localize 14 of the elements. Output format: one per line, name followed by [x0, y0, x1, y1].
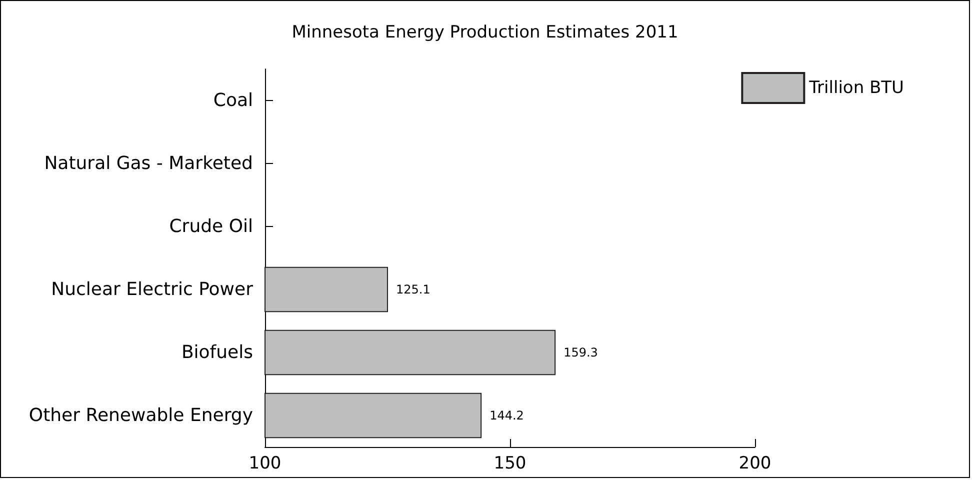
data-label: 159.3: [564, 346, 598, 360]
data-label: 125.1: [396, 282, 430, 296]
x-tick-label: 200: [738, 454, 772, 474]
y-tick-label: Other Renewable Energy: [28, 405, 254, 426]
y-tick-label: Natural Gas - Marketed: [44, 153, 253, 174]
y-tick-label: Biofuels: [181, 342, 253, 363]
y-tick-label: Crude Oil: [169, 216, 253, 237]
chart-title: Minnesota Energy Production Estimates 2011: [292, 22, 678, 42]
y-tick-label: Nuclear Electric Power: [51, 279, 254, 300]
legend-label: Trillion BTU: [808, 78, 904, 98]
data-label: 144.2: [490, 408, 524, 422]
y-tick-label: Coal: [213, 90, 253, 111]
x-tick-label: 100: [248, 454, 282, 474]
x-tick-label: 150: [494, 454, 526, 474]
